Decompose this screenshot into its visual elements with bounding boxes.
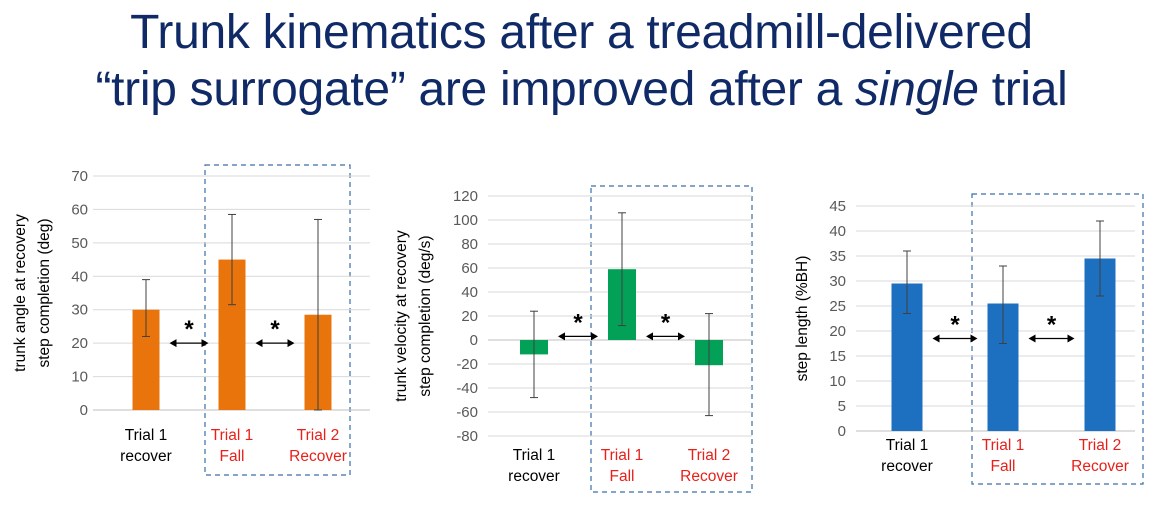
arrowhead-left — [646, 332, 653, 341]
y-tick-label: 0 — [838, 423, 846, 440]
category-label: Trial 2 — [688, 447, 731, 464]
category-label: Trial 2 — [297, 427, 340, 444]
y-tick-label: 30 — [71, 302, 88, 319]
y-tick-label: 70 — [71, 168, 88, 185]
y-tick-label: 25 — [829, 298, 846, 315]
title-line-1: Trunk kinematics after a treadmill-deliv… — [130, 6, 1033, 59]
arrowhead-left — [1028, 334, 1036, 343]
category-label: Fall — [991, 458, 1016, 475]
category-label: Trial 1 — [125, 427, 168, 444]
significance-star: * — [950, 312, 960, 339]
y-tick-label: 60 — [71, 201, 88, 218]
category-label: recover — [881, 458, 933, 475]
y-tick-label: 120 — [453, 188, 478, 205]
arrowhead-right — [970, 334, 978, 343]
arrowhead-right — [201, 339, 209, 348]
y-tick-label: 40 — [461, 284, 478, 301]
y-tick-label: 15 — [829, 348, 846, 365]
title-line-2-end: trial — [978, 63, 1068, 116]
significance-star: * — [661, 309, 671, 336]
y-tick-label: 40 — [71, 268, 88, 285]
category-label: Trial 2 — [1079, 437, 1122, 454]
arrowhead-left — [255, 339, 263, 348]
y-tick-label: 10 — [829, 373, 846, 390]
category-label: Recover — [1071, 458, 1129, 475]
y-tick-label: -60 — [456, 404, 478, 421]
highlight-box — [204, 164, 351, 476]
y-axis-label: step length (%BH) — [794, 256, 811, 382]
y-tick-label: 0 — [80, 402, 88, 419]
y-tick-label: -20 — [456, 356, 478, 373]
arrowhead-right — [591, 332, 598, 341]
category-label: Fall — [610, 468, 635, 485]
y-tick-label: 5 — [838, 398, 846, 415]
category-label: Fall — [220, 448, 245, 465]
y-axis-label: step completion (deg/s) — [417, 235, 434, 396]
title-emphasis: single — [855, 63, 979, 116]
category-label: Trial 1 — [982, 437, 1025, 454]
y-tick-label: -80 — [456, 428, 478, 445]
significance-star: * — [184, 316, 194, 343]
y-tick-label: 40 — [829, 223, 846, 240]
y-axis-label: trunk angle at recovery — [12, 214, 29, 372]
category-label: Trial 1 — [886, 437, 929, 454]
y-tick-label: -40 — [456, 380, 478, 397]
y-tick-label: 0 — [470, 332, 478, 349]
y-tick-label: 35 — [829, 248, 846, 265]
y-axis-label: trunk velocity at recovery — [393, 230, 410, 402]
y-tick-label: 30 — [829, 273, 846, 290]
arrowhead-right — [678, 332, 685, 341]
category-label: Recover — [680, 468, 738, 485]
arrowhead-left — [932, 334, 940, 343]
title-line-2: “trip surrogate” are improved after a si… — [0, 61, 1163, 118]
y-tick-label: 10 — [71, 369, 88, 386]
category-label: Trial 1 — [211, 427, 254, 444]
y-tick-label: 50 — [71, 235, 88, 252]
category-label: recover — [120, 448, 172, 465]
y-axis-label: step completion (deg) — [36, 218, 53, 367]
arrowhead-right — [287, 339, 295, 348]
category-label: Trial 1 — [601, 447, 644, 464]
category-label: Trial 1 — [513, 447, 556, 464]
significance-star: * — [573, 309, 583, 336]
y-tick-label: 45 — [829, 198, 846, 215]
significance-star: * — [1047, 312, 1057, 339]
category-label: recover — [508, 468, 560, 485]
significance-star: * — [270, 316, 280, 343]
title-line-2-start: “trip surrogate” are improved after a — [95, 63, 856, 116]
arrowhead-left — [169, 339, 177, 348]
y-tick-label: 100 — [453, 212, 478, 229]
slide-title: Trunk kinematics after a treadmill-deliv… — [0, 4, 1163, 118]
y-tick-label: 60 — [461, 260, 478, 277]
arrowhead-left — [558, 332, 565, 341]
arrowhead-right — [1067, 334, 1075, 343]
y-tick-label: 20 — [461, 308, 478, 325]
y-tick-label: 80 — [461, 236, 478, 253]
y-tick-label: 20 — [829, 323, 846, 340]
y-tick-label: 20 — [71, 335, 88, 352]
category-label: Recover — [289, 448, 347, 465]
